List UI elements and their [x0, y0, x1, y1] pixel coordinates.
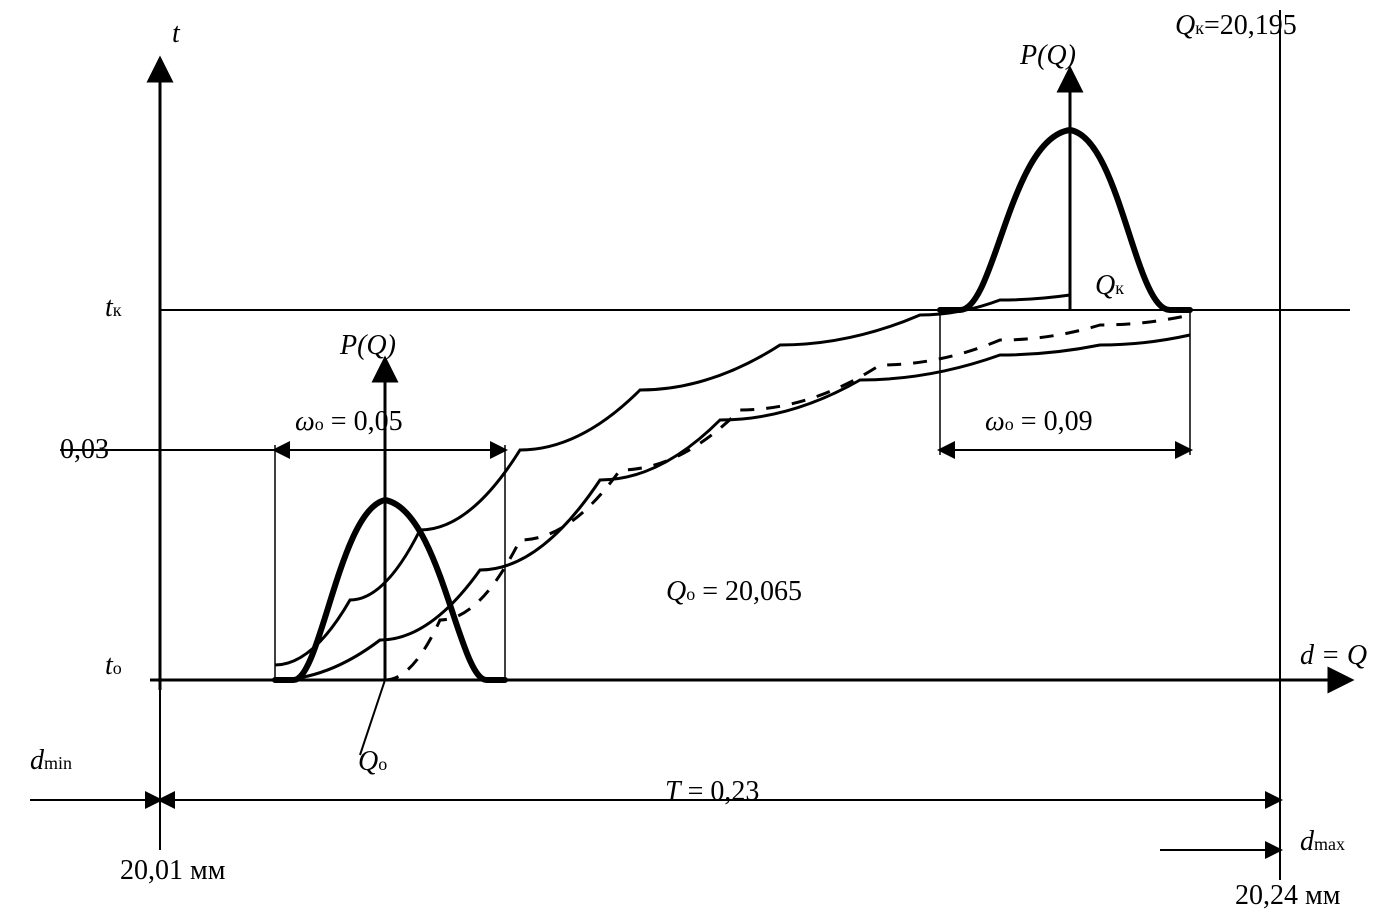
- qo-value-label: Qo = 20,065: [666, 576, 802, 608]
- y-003-label: 0,03: [60, 434, 109, 466]
- omega-left-label: ωo = 0,05: [295, 406, 403, 438]
- x-max-val: 20,24 мм: [1235, 880, 1340, 912]
- qo-below-label: Qo: [358, 746, 387, 778]
- dmax-label: dmax: [1300, 826, 1345, 858]
- pq-left-label: P(Q): [340, 330, 396, 362]
- x-min-val: 20,01 мм: [120, 855, 225, 887]
- y-axis-label: t: [172, 18, 180, 50]
- qk-at-bell-label: Qк: [1095, 270, 1124, 302]
- to-label: to: [105, 650, 122, 682]
- omega-right-label: ωо = 0,09: [985, 406, 1093, 438]
- tk-label: tк: [105, 292, 122, 324]
- x-axis-label: d = Q: [1300, 640, 1367, 672]
- dmin-label: dmin: [30, 745, 72, 777]
- pq-right-label: P(Q): [1020, 40, 1076, 72]
- t-dim-label: T = 0,23: [665, 776, 759, 808]
- qk-top-label: Qк=20,195: [1175, 10, 1297, 42]
